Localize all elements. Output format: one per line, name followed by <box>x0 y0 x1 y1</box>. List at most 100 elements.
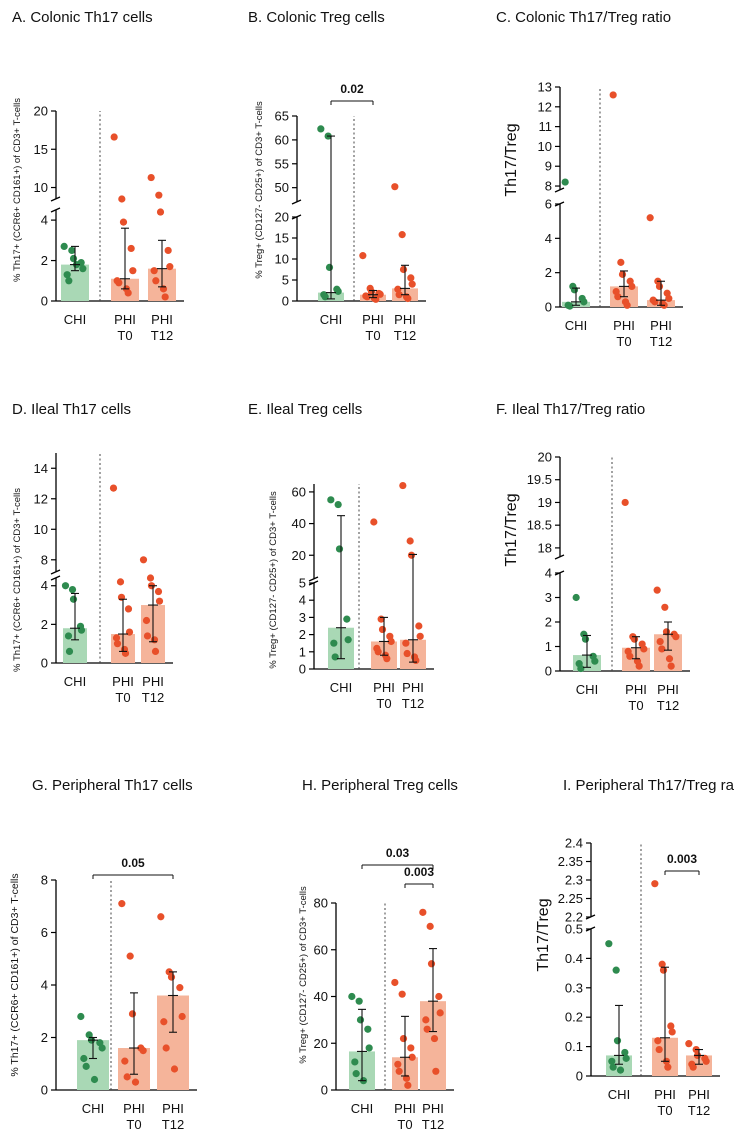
x-tick-label: T0 <box>616 334 631 349</box>
data-point <box>334 287 342 295</box>
data-point <box>139 556 148 564</box>
y-tick-label: 18.5 <box>527 518 552 533</box>
y-tick-label: 4 <box>41 213 48 228</box>
data-point <box>125 628 134 636</box>
data-point <box>69 595 78 603</box>
y-tick-label: 6 <box>545 197 552 212</box>
data-point <box>155 191 163 199</box>
p-value-label: 0.003 <box>404 865 434 879</box>
y-tick-label: 2 <box>299 627 306 642</box>
data-point <box>364 1025 372 1033</box>
data-point <box>419 908 427 916</box>
chart-title: H. Peripheral Treg cells <box>302 777 458 794</box>
y-tick-label: 13 <box>538 80 552 95</box>
panel-g: G. Peripheral Th17 cells % Th17+ (CCR6+ C… <box>9 777 197 1132</box>
x-tick-label: T0 <box>117 328 132 343</box>
y-tick-label: 10 <box>275 252 289 267</box>
data-point <box>383 655 391 663</box>
data-point <box>398 231 406 239</box>
data-point <box>398 990 406 998</box>
y-tick-label: 2.2 <box>565 910 583 925</box>
panel-a: A. Colonic Th17 cells % Th17+ (CCR6+ CD16… <box>12 9 184 343</box>
data-point <box>160 1018 168 1026</box>
y-tick-label: 10 <box>538 139 552 154</box>
y-tick-label: 0 <box>321 1083 328 1098</box>
data-point <box>128 1010 137 1018</box>
y-tick-label: 10 <box>34 522 48 537</box>
data-point <box>124 605 133 613</box>
y-tick-label: 5 <box>299 576 306 591</box>
data-point <box>689 1063 697 1071</box>
x-tick-label: CHI <box>320 312 342 327</box>
data-point <box>626 652 634 660</box>
data-point <box>370 518 378 526</box>
data-point <box>702 1057 710 1065</box>
x-tick-label: CHI <box>565 318 587 333</box>
data-point <box>570 286 579 294</box>
x-tick-label: T12 <box>657 698 679 713</box>
chart-title: F. Ileal Th17/Treg ratio <box>496 401 645 418</box>
data-point <box>403 649 411 658</box>
axis-break-mark <box>50 207 61 213</box>
panel-e: E. Ileal Treg cells % Treg+ (CD127- CD25+… <box>248 401 434 711</box>
data-point <box>61 582 70 590</box>
y-axis-label: % Th17+ (CCR6+ CD161+) of CD3+ T-cells <box>12 98 23 282</box>
data-point <box>635 662 643 670</box>
y-tick-label: 4 <box>545 231 552 246</box>
y-tick-label: 55 <box>275 156 289 171</box>
y-tick-label: 20 <box>34 104 48 119</box>
x-tick-label: T0 <box>397 1117 412 1132</box>
data-point <box>685 1040 693 1048</box>
data-point <box>162 1044 170 1052</box>
y-tick-label: 0 <box>41 656 48 671</box>
x-tick-label: PHI <box>373 680 395 695</box>
y-tick-label: 2.3 <box>565 873 583 888</box>
x-tick-label: T12 <box>142 690 164 705</box>
axis-break-mark <box>585 914 596 920</box>
data-point <box>422 1016 430 1024</box>
y-tick-label: 14 <box>34 461 48 476</box>
y-tick-label: 0 <box>299 662 306 677</box>
y-tick-label: 2.35 <box>558 854 583 869</box>
y-tick-label: 0.5 <box>565 922 583 937</box>
x-tick-label: PHI <box>613 318 635 333</box>
data-point <box>147 173 155 182</box>
data-point <box>117 593 126 601</box>
data-point <box>118 195 126 203</box>
data-point <box>317 125 325 133</box>
x-tick-label: CHI <box>64 674 86 689</box>
data-point <box>139 1047 147 1055</box>
x-tick-label: CHI <box>608 1087 630 1102</box>
y-tick-label: 0 <box>545 300 552 315</box>
data-point <box>90 1075 99 1084</box>
y-axis-label: % Treg+ (CD127- CD25+) of CD3+ T-cells <box>298 886 309 1064</box>
data-point <box>116 578 125 586</box>
data-point <box>146 574 155 582</box>
data-point <box>394 1060 402 1068</box>
y-tick-label: 0.3 <box>565 980 583 995</box>
data-point <box>150 267 158 275</box>
data-point <box>577 664 585 673</box>
p-value-label: 0.05 <box>121 856 145 870</box>
panel-b: B. Colonic Treg cells % Treg+ (CD127- CD2… <box>248 9 426 343</box>
x-tick-label: PHI <box>123 1101 145 1116</box>
data-point <box>126 952 134 960</box>
x-tick-label: T12 <box>394 328 416 343</box>
data-point <box>374 648 382 656</box>
y-tick-label: 19 <box>538 495 552 510</box>
data-point <box>343 615 351 623</box>
data-point <box>155 597 164 605</box>
data-point <box>176 984 184 992</box>
data-point <box>655 282 664 290</box>
data-point <box>667 662 675 670</box>
data-point <box>621 498 629 507</box>
x-tick-label: PHI <box>657 682 679 697</box>
y-axis-label: Th17/Treg <box>503 123 520 196</box>
data-point <box>667 1022 675 1030</box>
y-tick-label: 20 <box>538 450 552 465</box>
y-tick-label: 5 <box>282 273 289 288</box>
data-point <box>404 294 412 303</box>
chart-title: D. Ileal Th17 cells <box>12 401 131 418</box>
data-point <box>123 1073 131 1081</box>
data-point <box>352 1070 360 1078</box>
